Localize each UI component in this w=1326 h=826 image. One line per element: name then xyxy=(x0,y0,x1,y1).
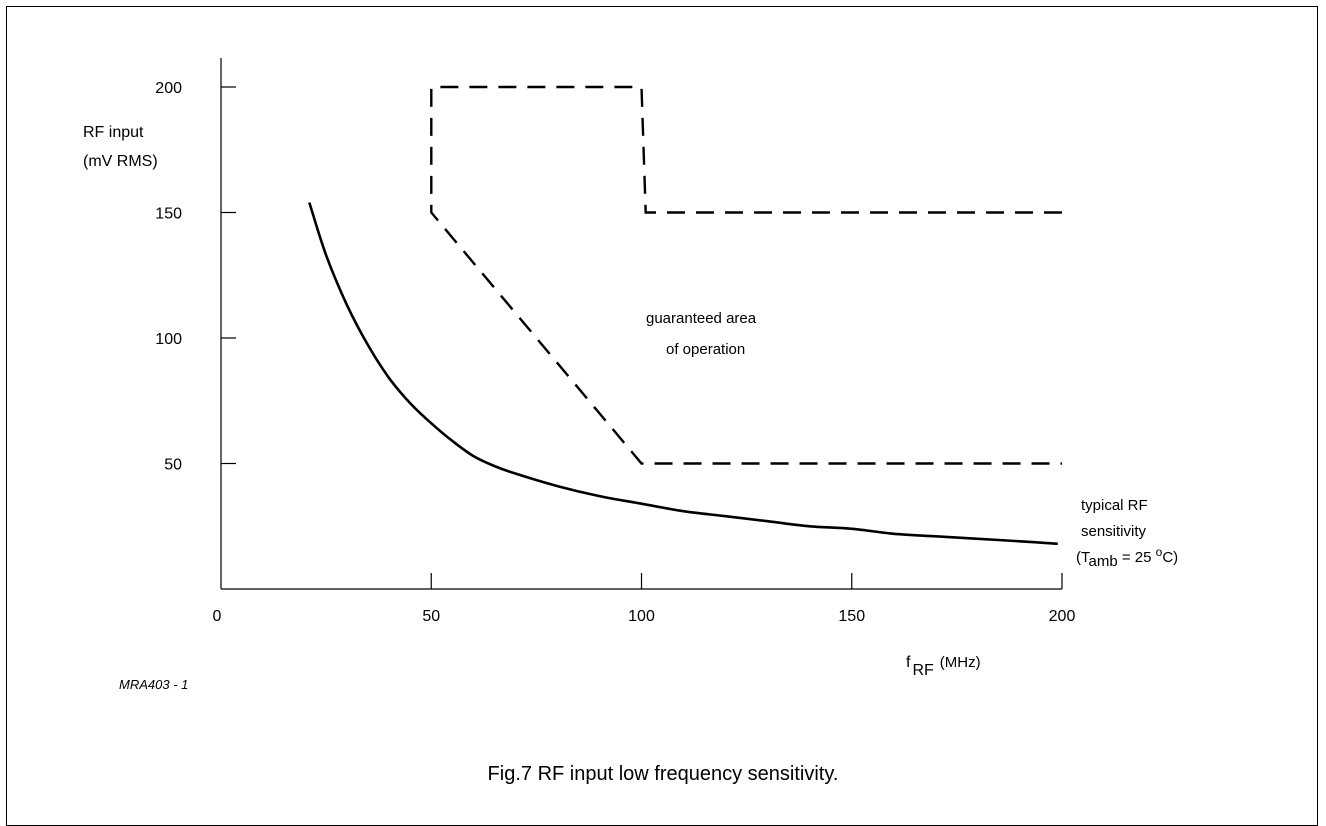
condition-superscript: o xyxy=(1156,545,1163,559)
condition-middle: = 25 xyxy=(1118,549,1156,566)
guaranteed-area-label-line2: of operation xyxy=(666,341,745,358)
x-ticks: 0 50 100 150 200 xyxy=(213,573,1076,625)
y-tick-label: 150 xyxy=(155,206,182,223)
x-tick-label: 200 xyxy=(1049,608,1076,625)
y-tick-label: 200 xyxy=(155,80,182,97)
x-tick-label: 50 xyxy=(422,608,440,625)
y-axis-label-line2: (mV RMS) xyxy=(83,153,158,170)
typical-curve-label-line2: sensitivity xyxy=(1081,523,1147,540)
condition-suffix: C) xyxy=(1162,549,1178,566)
x-axis-label-sub: RF xyxy=(912,662,934,679)
x-tick-label: 150 xyxy=(838,608,865,625)
x-axis-label-unit: (MHz) xyxy=(940,654,981,671)
typical-curve-label-line1: typical RF xyxy=(1081,497,1148,514)
figure-frame xyxy=(6,6,1318,826)
figure-caption: Fig.7 RF input low frequency sensitivity… xyxy=(488,763,839,785)
figure-code: MRA403 - 1 xyxy=(119,677,188,692)
x-axis-label: f RF (MHz) xyxy=(906,654,981,679)
y-axis-label-line1: RF input xyxy=(83,124,144,141)
condition-prefix: (T xyxy=(1076,549,1090,566)
condition-subscript: amb xyxy=(1089,553,1118,570)
series-layer xyxy=(308,85,1062,546)
x-axis-label-main: f xyxy=(906,654,911,671)
y-ticks: 50 100 150 200 xyxy=(155,80,236,474)
typical-sensitivity-curve xyxy=(308,202,1058,546)
y-tick-label: 100 xyxy=(155,331,182,348)
guaranteed-operation-boundary xyxy=(430,85,1062,465)
y-tick-label: 50 xyxy=(164,457,182,474)
x-tick-label: 100 xyxy=(628,608,655,625)
x-tick-label: 0 xyxy=(213,608,222,625)
guaranteed-area-label-line1: guaranteed area xyxy=(646,310,757,327)
typical-curve-condition: (Tamb = 25 oC) xyxy=(1076,545,1178,570)
